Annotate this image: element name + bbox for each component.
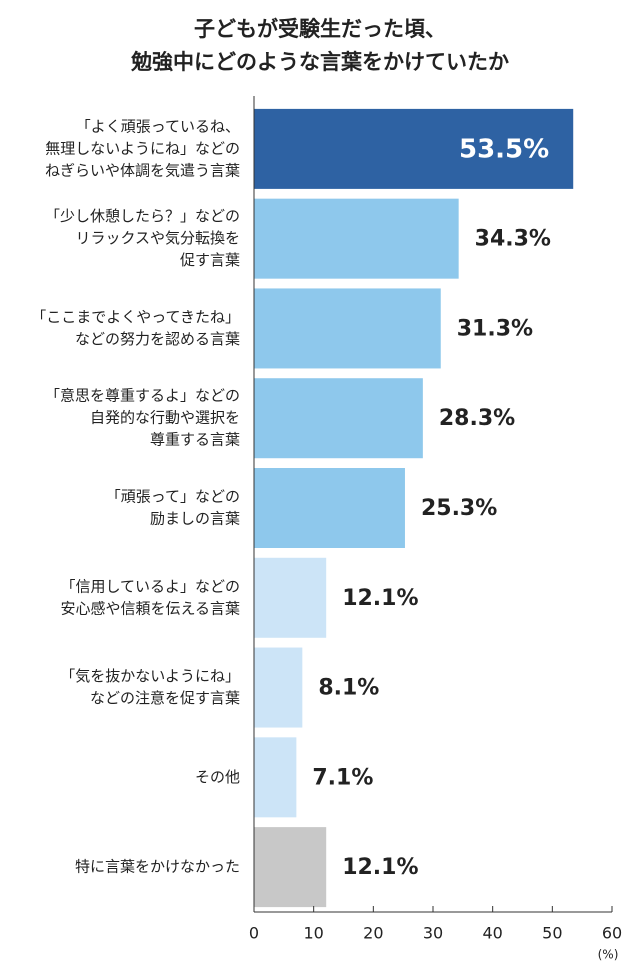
x-tick-label: 10 [303, 924, 323, 943]
bar [254, 198, 459, 279]
category-label: 励ましの言葉 [150, 510, 240, 528]
category-label: 「少し休憩したら？」などの [45, 207, 240, 225]
bar [254, 827, 327, 908]
category-label: 「頑張って」などの [106, 488, 240, 506]
x-tick-label: 50 [542, 924, 562, 943]
bar [254, 378, 423, 459]
category-label: 促す言葉 [180, 251, 240, 269]
value-label: 34.3% [475, 227, 551, 252]
category-label: 「気を抜かないようにね」 [60, 667, 240, 685]
category-label: 「ここまでよくやってきたね」 [31, 308, 240, 326]
category-label: などの努力を認める言葉 [75, 330, 240, 348]
bar [254, 108, 574, 189]
x-tick-label: 20 [363, 924, 383, 943]
bar [254, 647, 303, 728]
value-label: 8.1% [318, 676, 379, 701]
bar [254, 468, 405, 548]
category-label: 「信用しているよ」などの [60, 577, 240, 595]
chart-title: 子どもが受験生だった頃、 [194, 17, 446, 41]
value-label: 12.1% [342, 586, 418, 611]
category-label: などの注意を促す言葉 [90, 689, 240, 707]
bar [254, 737, 297, 818]
value-label: 53.5% [459, 134, 549, 164]
value-label: 25.3% [421, 496, 497, 521]
category-label: リラックスや気分転換を [75, 229, 240, 247]
x-tick-label: 60 [602, 924, 622, 943]
category-label: その他 [195, 768, 240, 786]
category-label: 無理しないようにね」などの [45, 139, 240, 157]
bar [254, 288, 441, 369]
category-label: 安心感や信頼を伝える言葉 [60, 599, 240, 617]
category-label: 特に言葉をかけなかった [75, 858, 240, 876]
x-unit: (%) [598, 948, 619, 962]
category-label: 「意思を尊重するよ」などの [45, 387, 240, 405]
value-label: 7.1% [312, 765, 373, 790]
bar [254, 557, 327, 638]
category-label: 尊重する言葉 [150, 431, 240, 449]
category-label: ねぎらいや体調を気遣う言葉 [45, 161, 240, 179]
x-tick-label: 40 [482, 924, 502, 943]
category-label: 「よく頑張っているね、 [76, 117, 240, 135]
value-label: 28.3% [439, 406, 515, 431]
category-label: 自発的な行動や選択を [90, 409, 240, 427]
x-tick-label: 0 [249, 924, 259, 943]
value-label: 12.1% [342, 855, 418, 880]
chart-title: 勉強中にどのような言葉をかけていたか [130, 50, 509, 74]
value-label: 31.3% [457, 316, 533, 341]
x-tick-label: 30 [423, 924, 443, 943]
